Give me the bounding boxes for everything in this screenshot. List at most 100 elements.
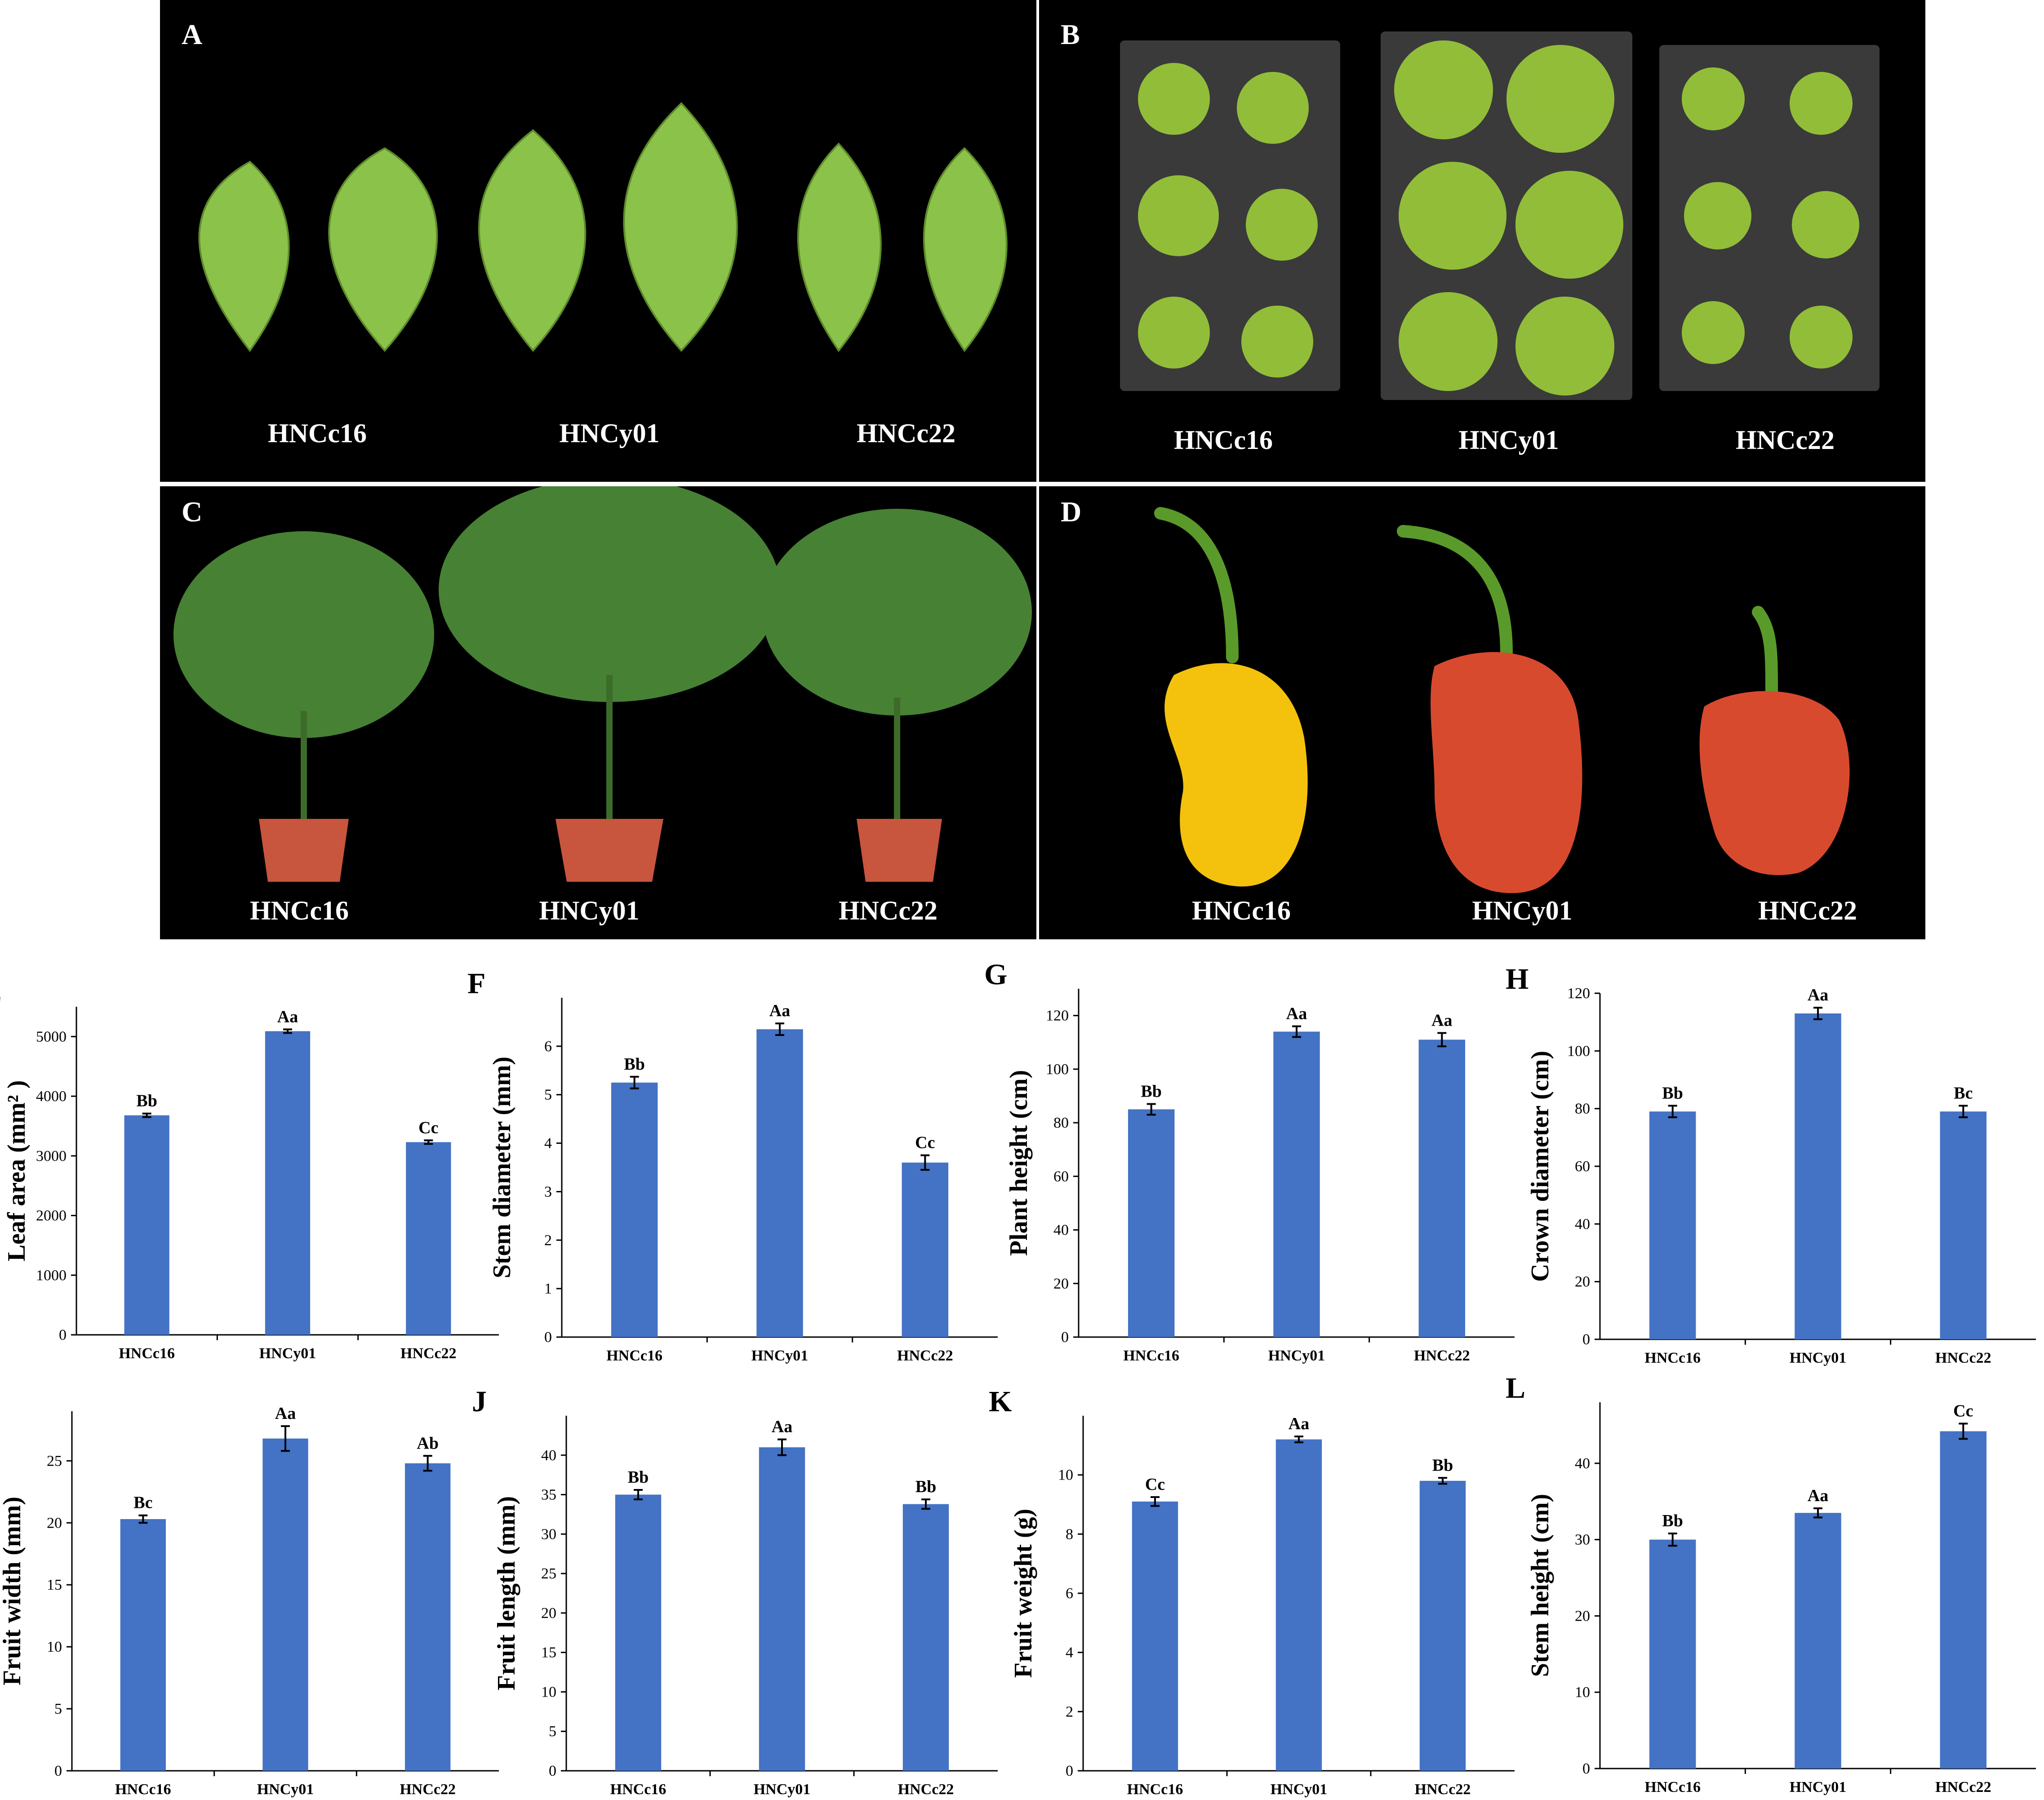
photo-panel-c: C HNCc16 HNCy01 HNCc22 — [160, 486, 1036, 939]
significance-label: Aa — [1808, 1486, 1828, 1505]
y-tick-label: 3000 — [36, 1148, 67, 1164]
label-hncy01: HNCy01 — [539, 896, 640, 925]
significance-label: Cc — [418, 1118, 438, 1137]
label-hncc22: HNCc22 — [1758, 896, 1857, 925]
photo-panel-b: B HNCc16 HNCy01 HNCc22 — [1039, 0, 1925, 482]
y-tick-label: 30 — [1575, 1532, 1590, 1548]
panel-letter-h: H — [1506, 963, 1529, 996]
y-axis-label: Leaf area (mm² ) — [3, 1080, 31, 1262]
seedlings-illustration — [1120, 31, 1880, 400]
x-tick-label: HNCc16 — [1127, 1781, 1183, 1798]
bar-i-hncy01 — [262, 1438, 308, 1771]
panel-letter-l: L — [1506, 1372, 1525, 1404]
significance-label: Bb — [136, 1092, 157, 1111]
x-tick-label: HNCc16 — [1123, 1347, 1179, 1364]
y-tick-label: 10 — [47, 1639, 62, 1655]
label-hncc22: HNCc22 — [839, 896, 938, 925]
x-tick-label: HNCy01 — [257, 1781, 314, 1798]
x-tick-label: HNCy01 — [1268, 1347, 1325, 1364]
y-tick-label: 120 — [1567, 985, 1590, 1002]
significance-label: Bb — [1141, 1082, 1161, 1101]
label-hncy01: HNCy01 — [1472, 896, 1573, 925]
label-hncc16: HNCc16 — [1192, 896, 1291, 925]
x-tick-label: HNCc22 — [400, 1781, 456, 1798]
x-tick-label: HNCy01 — [1790, 1779, 1847, 1796]
panel-letter-g: G — [984, 958, 1007, 991]
significance-label: Bb — [1662, 1084, 1683, 1102]
bar-f-hncy01 — [756, 1029, 803, 1337]
x-tick-label: HNCc22 — [1414, 1347, 1470, 1364]
significance-label: Aa — [275, 1404, 296, 1423]
significance-label: Bc — [133, 1493, 152, 1512]
bar-e-hncy01 — [265, 1031, 311, 1335]
significance-label: Bb — [915, 1477, 936, 1496]
x-tick-label: HNCc22 — [400, 1345, 457, 1362]
label-hncc16: HNCc16 — [250, 896, 349, 925]
bar-h-hncy01 — [1795, 1013, 1841, 1339]
y-tick-label: 0 — [1582, 1760, 1590, 1777]
bar-j-hncc16 — [615, 1494, 662, 1771]
bar-f-hncc22 — [902, 1162, 949, 1337]
significance-label: Cc — [1145, 1475, 1165, 1494]
y-tick-label: 10 — [541, 1684, 556, 1700]
bar-l-hncy01 — [1795, 1513, 1841, 1769]
label-hncc16: HNCc16 — [268, 418, 367, 448]
bar-k-hncc22 — [1419, 1480, 1466, 1771]
x-tick-label: HNCc16 — [606, 1347, 662, 1364]
bar-h-hncc22 — [1940, 1111, 1987, 1339]
y-tick-label: 3 — [544, 1183, 552, 1200]
bar-l-hncc22 — [1940, 1431, 1987, 1769]
bar-g-hncy01 — [1273, 1031, 1320, 1337]
y-tick-label: 120 — [1046, 1008, 1069, 1024]
x-tick-label: HNCy01 — [259, 1345, 316, 1362]
bar-e-hncc22 — [406, 1142, 451, 1335]
significance-label: Aa — [769, 1001, 790, 1020]
label-hncy01: HNCy01 — [559, 418, 660, 448]
panel-letter-k: K — [989, 1385, 1012, 1418]
bar-i-hncc22 — [405, 1463, 451, 1771]
y-tick-label: 40 — [541, 1447, 556, 1464]
significance-label: Cc — [915, 1133, 935, 1152]
y-tick-label: 5 — [549, 1723, 556, 1740]
photo-panel-a: A HNCc16 HNCy01 HNCc22 — [160, 0, 1036, 482]
bar-i-hncc16 — [120, 1519, 166, 1771]
panel-letter-a: A — [182, 18, 203, 50]
label-hncc22: HNCc22 — [857, 418, 955, 448]
y-tick-label: 4 — [1066, 1644, 1073, 1661]
y-tick-label: 0 — [1061, 1329, 1069, 1346]
y-tick-label: 2000 — [36, 1208, 67, 1224]
y-tick-label: 25 — [47, 1453, 62, 1469]
significance-label: Bb — [628, 1468, 649, 1487]
y-tick-label: 40 — [1575, 1216, 1590, 1232]
y-tick-label: 2 — [1066, 1703, 1073, 1720]
y-tick-label: 5000 — [36, 1028, 67, 1045]
label-hncc16: HNCc16 — [1174, 425, 1273, 455]
y-tick-label: 20 — [541, 1605, 556, 1622]
significance-label: Ab — [417, 1434, 439, 1453]
y-tick-label: 2 — [544, 1232, 552, 1249]
y-tick-label: 0 — [59, 1327, 67, 1343]
significance-label: Cc — [1953, 1402, 1973, 1421]
panel-letter-j: J — [472, 1385, 487, 1418]
bar-k-hncy01 — [1275, 1439, 1322, 1771]
y-tick-label: 20 — [1053, 1276, 1069, 1292]
y-tick-label: 6 — [544, 1038, 552, 1055]
y-tick-label: 4 — [544, 1135, 552, 1152]
y-tick-label: 1000 — [36, 1267, 67, 1284]
x-tick-label: HNCy01 — [751, 1347, 809, 1364]
x-tick-label: HNCy01 — [1790, 1350, 1847, 1366]
y-tick-label: 0 — [1582, 1331, 1590, 1348]
leaves-illustration — [198, 102, 1008, 352]
y-tick-label: 20 — [47, 1515, 62, 1531]
panel-letter-d: D — [1061, 496, 1082, 528]
x-tick-label: HNCc16 — [610, 1781, 667, 1798]
label-hncc22: HNCc22 — [1736, 425, 1835, 455]
y-tick-label: 100 — [1046, 1061, 1069, 1078]
y-tick-label: 15 — [541, 1644, 556, 1661]
y-tick-label: 0 — [549, 1763, 556, 1779]
label-hncy01: HNCy01 — [1458, 425, 1559, 455]
significance-label: Bb — [624, 1055, 644, 1074]
red-fruit-small — [1699, 691, 1850, 876]
fruits-illustration — [1154, 507, 1850, 893]
